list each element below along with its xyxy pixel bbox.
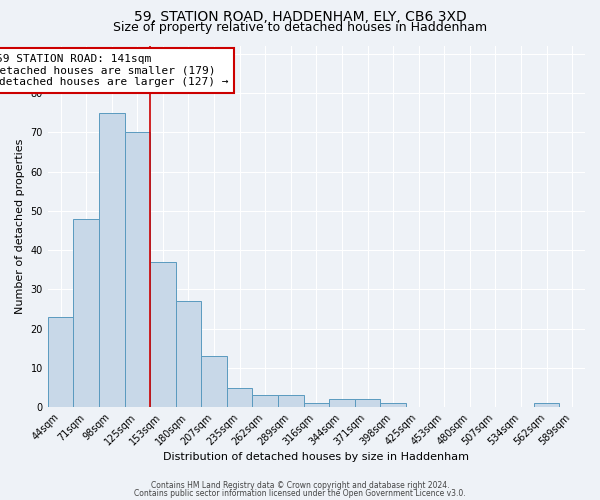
X-axis label: Distribution of detached houses by size in Haddenham: Distribution of detached houses by size … [163,452,469,462]
Bar [125,132,150,407]
Text: 59, STATION ROAD, HADDENHAM, ELY, CB6 3XD: 59, STATION ROAD, HADDENHAM, ELY, CB6 3X… [134,10,466,24]
Text: 59 STATION ROAD: 141sqm
← 58% of detached houses are smaller (179)
41% of semi-d: 59 STATION ROAD: 141sqm ← 58% of detache… [0,54,229,87]
Y-axis label: Number of detached properties: Number of detached properties [15,139,25,314]
Bar [278,396,304,407]
Bar [73,218,99,407]
Bar [534,403,559,407]
Bar [380,403,406,407]
Text: Contains public sector information licensed under the Open Government Licence v3: Contains public sector information licen… [134,489,466,498]
Bar [99,112,125,407]
Bar [304,403,329,407]
Bar [253,396,278,407]
Text: Contains HM Land Registry data © Crown copyright and database right 2024.: Contains HM Land Registry data © Crown c… [151,481,449,490]
Bar [150,262,176,407]
Text: Size of property relative to detached houses in Haddenham: Size of property relative to detached ho… [113,22,487,35]
Bar [48,317,73,407]
Bar [329,400,355,407]
Bar [176,301,201,407]
Bar [355,400,380,407]
Bar [227,388,253,407]
Bar [201,356,227,407]
